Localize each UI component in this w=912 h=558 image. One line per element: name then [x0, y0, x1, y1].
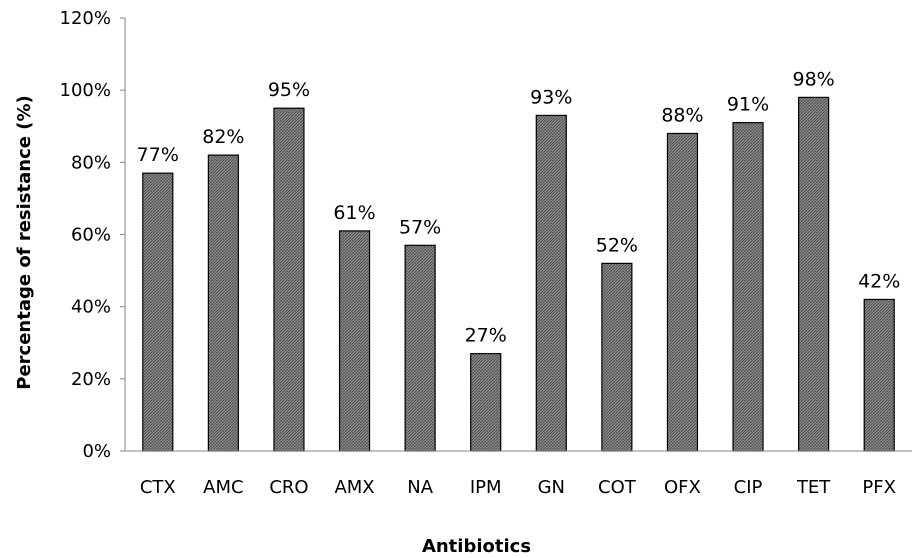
y-tick-label: 100%	[60, 80, 111, 101]
data-label-amc: 82%	[202, 126, 244, 148]
bar-na	[404, 244, 436, 452]
y-tick-label: 0%	[82, 441, 111, 462]
data-label-pfx: 42%	[858, 270, 900, 292]
data-label-cro: 95%	[268, 79, 310, 101]
data-label-gn: 93%	[530, 86, 572, 108]
bar-amc	[207, 154, 239, 452]
category-label-ctx: CTX	[140, 477, 176, 498]
category-label-na: NA	[407, 477, 433, 498]
bar-ipm	[470, 352, 502, 452]
bar-cro	[273, 107, 305, 452]
category-label-tet: TET	[796, 477, 831, 498]
data-label-ofx: 88%	[661, 104, 703, 126]
bar-tet	[798, 96, 830, 452]
data-label-ipm: 27%	[465, 325, 507, 347]
bar-gn	[535, 114, 567, 452]
bar-cot	[601, 262, 633, 452]
category-label-cip: CIP	[734, 477, 763, 498]
category-label-amc: AMC	[203, 477, 243, 498]
category-label-ofx: OFX	[664, 477, 701, 498]
x-axis: CTX AMC CRO AMX NA IPM GN COT OFX CIP TET PFX	[125, 450, 912, 498]
category-label-pfx: PFX	[862, 477, 896, 498]
category-label-gn: GN	[538, 477, 565, 498]
y-tick-label: 120%	[60, 8, 111, 29]
bar-ctx	[142, 172, 174, 452]
data-label-tet: 98%	[793, 68, 835, 90]
bar-amx	[338, 230, 371, 452]
data-label-na: 57%	[399, 216, 441, 238]
data-label-cot: 52%	[596, 234, 638, 256]
bars: 77% 82% 95% 61% 57% 27% 93% 52% 88% 91% 98% 42%	[137, 68, 900, 452]
x-axis-title: Antibiotics	[422, 536, 531, 557]
data-label-cip: 91%	[727, 94, 769, 116]
data-label-amx: 61%	[333, 202, 375, 224]
y-tick-label: 60%	[71, 225, 111, 246]
category-label-amx: AMX	[334, 477, 374, 498]
bar-pfx	[863, 298, 895, 452]
data-label-ctx: 77%	[137, 144, 179, 166]
bar-ofx	[666, 132, 699, 452]
y-tick-label: 20%	[71, 369, 111, 390]
category-label-ipm: IPM	[470, 477, 502, 498]
bar-cip	[732, 122, 764, 452]
category-label-cot: COT	[598, 477, 637, 498]
category-label-cro: CRO	[269, 477, 308, 498]
y-axis: 0% 20% 40% 60% 80% 100% 120%	[60, 8, 126, 462]
y-tick-label: 80%	[71, 152, 111, 173]
y-axis-title: Percentage of resistance (%)	[14, 95, 35, 389]
y-tick-label: 40%	[71, 297, 111, 318]
